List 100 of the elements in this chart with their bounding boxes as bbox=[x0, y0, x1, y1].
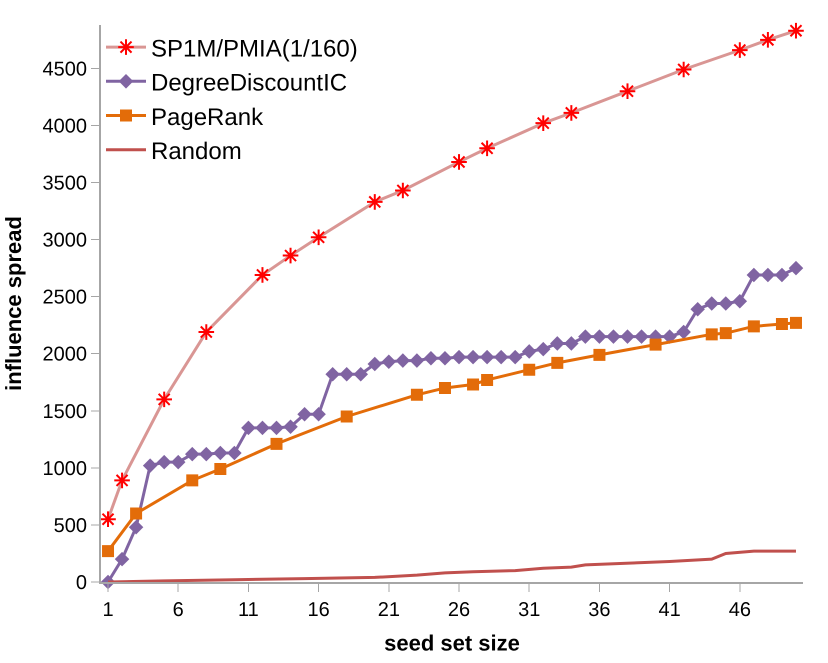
point bbox=[593, 348, 606, 361]
point bbox=[298, 407, 312, 422]
x-axis-title: seed set size bbox=[384, 630, 520, 656]
point bbox=[382, 354, 396, 369]
x-tick-label: 21 bbox=[378, 599, 400, 621]
y-axis-title: influence spread bbox=[0, 216, 26, 391]
point bbox=[508, 350, 522, 364]
point bbox=[534, 114, 552, 132]
point bbox=[242, 421, 256, 435]
point bbox=[270, 438, 282, 450]
point bbox=[143, 458, 157, 472]
point bbox=[438, 351, 452, 366]
x-tick-label: 41 bbox=[658, 599, 681, 621]
legend-label: PageRank bbox=[151, 104, 264, 131]
point bbox=[466, 350, 480, 364]
point bbox=[396, 354, 410, 368]
point bbox=[761, 268, 775, 282]
point bbox=[326, 367, 340, 382]
point bbox=[650, 338, 662, 351]
point bbox=[674, 60, 692, 78]
x-tick-label: 6 bbox=[172, 599, 184, 621]
x-tick-label: 1 bbox=[102, 599, 114, 621]
point bbox=[254, 266, 272, 284]
legend-label: SP1M/PMIA(1/160) bbox=[151, 35, 358, 62]
point bbox=[129, 520, 143, 534]
point bbox=[354, 367, 368, 382]
point bbox=[747, 268, 761, 282]
point bbox=[198, 323, 216, 341]
point bbox=[256, 421, 270, 435]
y-tick-label: 500 bbox=[54, 514, 87, 537]
point bbox=[564, 336, 578, 350]
point bbox=[731, 41, 749, 59]
point bbox=[478, 139, 496, 158]
point bbox=[157, 455, 172, 469]
point bbox=[620, 330, 634, 344]
y-tick-label: 2000 bbox=[42, 344, 87, 366]
y-tick-label: 4000 bbox=[42, 115, 87, 138]
point bbox=[776, 318, 788, 330]
point bbox=[312, 407, 326, 422]
point bbox=[410, 388, 423, 401]
point bbox=[787, 22, 805, 40]
point bbox=[748, 320, 760, 332]
point bbox=[718, 296, 733, 310]
y-tick-label: 0 bbox=[76, 572, 87, 594]
point bbox=[130, 508, 142, 520]
point bbox=[789, 261, 803, 275]
point bbox=[115, 552, 129, 566]
point bbox=[732, 294, 747, 308]
point bbox=[523, 364, 536, 376]
x-tick-label: 16 bbox=[307, 599, 330, 621]
point bbox=[186, 474, 198, 486]
point bbox=[366, 193, 384, 211]
point bbox=[284, 420, 298, 434]
point bbox=[282, 246, 300, 264]
point bbox=[494, 350, 508, 364]
point bbox=[606, 330, 620, 344]
point bbox=[790, 316, 802, 329]
point bbox=[199, 447, 214, 462]
point bbox=[310, 228, 328, 246]
point bbox=[99, 510, 117, 528]
point bbox=[720, 327, 732, 340]
point bbox=[690, 302, 705, 316]
point bbox=[155, 390, 173, 408]
point bbox=[213, 446, 228, 460]
point bbox=[394, 182, 412, 200]
point bbox=[522, 344, 536, 358]
point bbox=[340, 367, 354, 382]
point bbox=[706, 328, 718, 340]
y-tick-label: 4500 bbox=[42, 58, 87, 80]
point bbox=[481, 374, 494, 386]
point bbox=[592, 330, 606, 344]
point bbox=[113, 472, 131, 490]
point bbox=[634, 330, 648, 344]
point bbox=[450, 153, 468, 171]
point bbox=[704, 296, 719, 310]
point bbox=[214, 463, 226, 475]
point bbox=[270, 421, 284, 435]
legend-label: Random bbox=[151, 138, 242, 166]
x-tick-label: 31 bbox=[518, 599, 540, 621]
x-tick-label: 46 bbox=[728, 599, 751, 621]
point bbox=[340, 410, 353, 422]
point bbox=[759, 31, 777, 49]
x-tick-label: 36 bbox=[588, 599, 611, 621]
point bbox=[410, 354, 424, 368]
point bbox=[676, 325, 691, 339]
y-tick-label: 1000 bbox=[42, 458, 87, 480]
y-tick-label: 3000 bbox=[42, 230, 87, 252]
point bbox=[536, 342, 550, 356]
point bbox=[438, 382, 451, 394]
point bbox=[228, 446, 242, 460]
point bbox=[578, 330, 592, 344]
point bbox=[480, 350, 494, 364]
legend-label: DegreeDiscountIC bbox=[151, 70, 348, 97]
point bbox=[550, 336, 564, 350]
point bbox=[171, 455, 186, 469]
x-tick-label: 11 bbox=[238, 599, 259, 621]
point bbox=[452, 350, 466, 364]
point bbox=[662, 330, 676, 344]
y-tick-label: 1500 bbox=[42, 400, 87, 423]
x-tick-label: 26 bbox=[448, 599, 470, 621]
